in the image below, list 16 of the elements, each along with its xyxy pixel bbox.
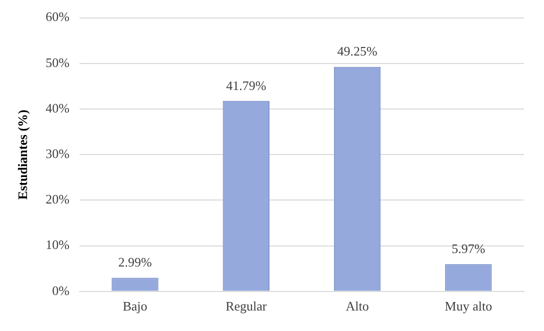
data-label: 49.25% [337, 44, 378, 59]
y-axis-title: Estudiantes (%) [15, 110, 30, 200]
data-label: 2.99% [118, 254, 152, 270]
x-tick-label: Bajo [122, 298, 148, 314]
data-label: 5.97% [452, 241, 486, 256]
x-tick-label: Muy alto [444, 298, 492, 314]
y-tick-label: 60% [46, 9, 70, 24]
y-tick-label: 50% [46, 54, 70, 70]
x-tick-label: Regular [226, 298, 268, 314]
data-label: 41.79% [226, 78, 266, 93]
y-tick-label: 20% [46, 192, 70, 207]
y-tick-label: 0% [52, 282, 70, 298]
x-tick-label: Alto [346, 298, 369, 314]
y-tick-label: 10% [46, 237, 70, 252]
y-tick-label: 40% [46, 100, 70, 116]
y-tick-label: 30% [46, 146, 70, 162]
